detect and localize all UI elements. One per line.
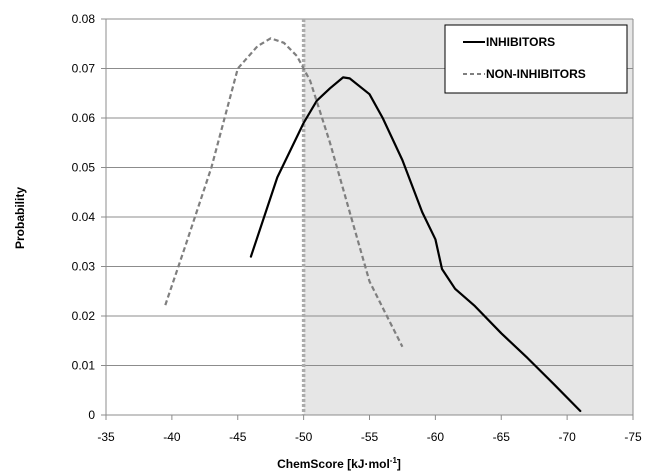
series-lines: [164, 37, 582, 413]
y-tick-label: 0.04: [72, 210, 96, 224]
y-tick-label: 0.08: [72, 12, 96, 26]
x-axis-title-suffix: ]: [397, 457, 401, 471]
legend-label-non-inhibitors: NON-INHIBITORS: [486, 67, 586, 81]
y-tick-label: 0.07: [72, 62, 96, 76]
x-tick-label: -60: [427, 430, 445, 444]
y-axis-title: Probability: [13, 187, 27, 249]
x-axis-title: ChemScore [kJ·mol-1]: [277, 456, 401, 471]
legend: INHIBITORS NON-INHIBITORS: [444, 24, 628, 94]
x-axis-title-superscript: -1: [390, 456, 398, 465]
x-tick-labels: -35 -40 -45 -50 -55 -60 -65 -70 -75: [97, 430, 642, 444]
x-tick-label: -35: [97, 430, 115, 444]
y-tick-label: 0.01: [72, 359, 96, 373]
legend-label-inhibitors: INHIBITORS: [486, 35, 555, 49]
series-line-inhibitors: [249, 76, 582, 413]
axes: [101, 18, 634, 420]
x-axis-title-main: ChemScore [kJ·mol: [277, 457, 390, 471]
x-tick-label: -45: [229, 430, 247, 444]
x-tick-label: -70: [558, 430, 576, 444]
y-tick-labels: 0 0.01 0.02 0.03 0.04 0.05 0.06 0.07 0.08: [72, 12, 96, 422]
y-tick-label: 0.02: [72, 309, 96, 323]
legend-box: [444, 24, 628, 94]
x-tick-label: -55: [361, 430, 379, 444]
x-tick-label: -65: [493, 430, 511, 444]
y-tick-label: 0: [88, 408, 95, 422]
y-tick-label: 0.03: [72, 260, 96, 274]
x-tick-label: -50: [295, 430, 313, 444]
x-tick-label: -75: [624, 430, 642, 444]
y-tick-label: 0.05: [72, 161, 96, 175]
x-tick-label: -40: [163, 430, 181, 444]
series-line-non-inhibitors: [164, 37, 404, 348]
y-tick-label: 0.06: [72, 111, 96, 125]
